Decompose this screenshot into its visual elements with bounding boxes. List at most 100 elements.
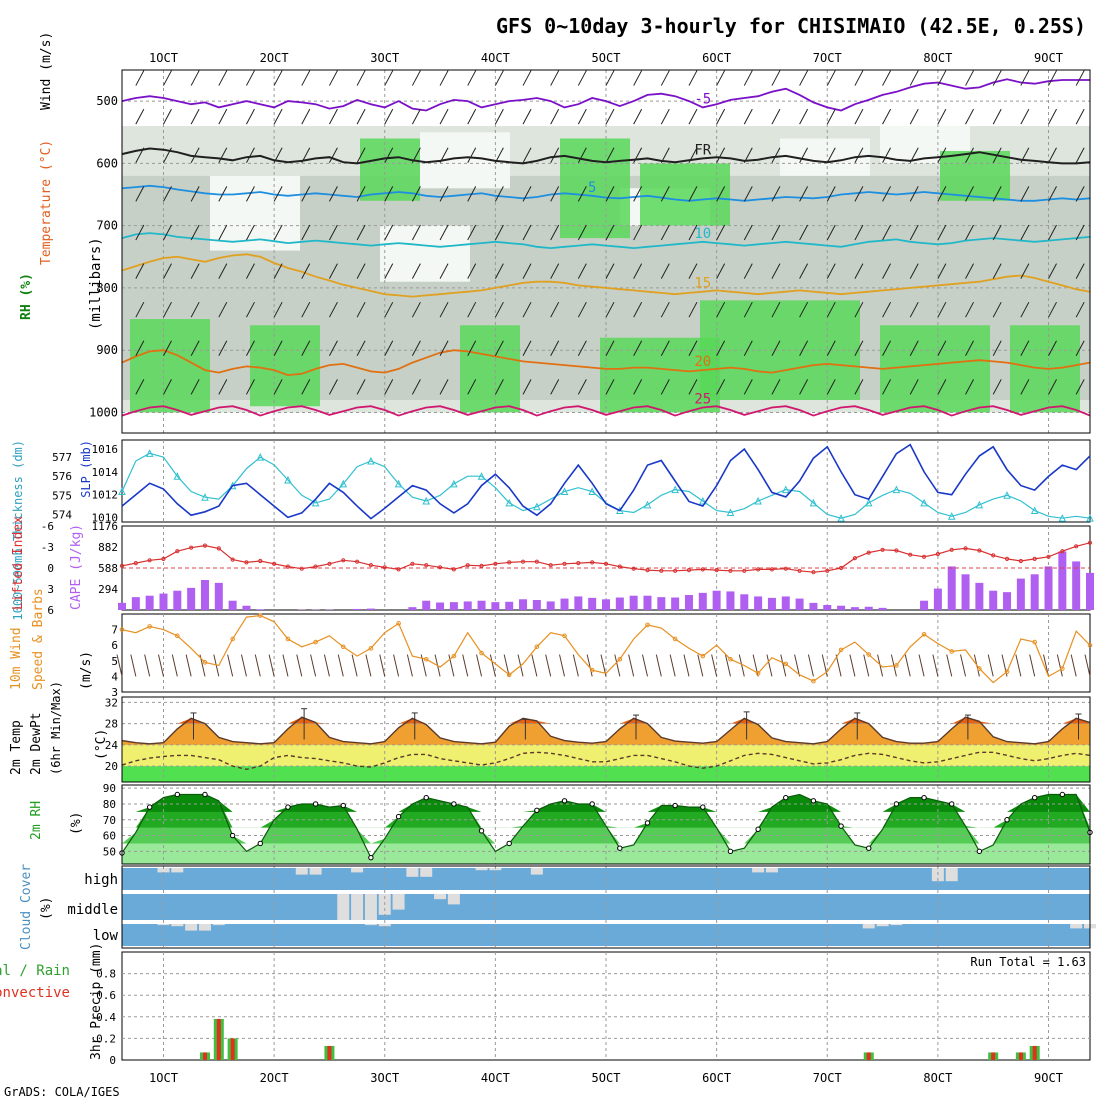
li-marker <box>258 558 263 564</box>
date-label-top: 8OCT <box>923 51 952 65</box>
wind-barb <box>854 301 864 318</box>
wind-barb <box>301 108 311 125</box>
wind-barb <box>522 224 532 241</box>
wind-marker <box>1060 666 1065 671</box>
li-marker <box>756 567 761 572</box>
thickness-marker <box>588 487 596 495</box>
rh-marker <box>1031 794 1038 801</box>
li-marker <box>1060 549 1065 554</box>
wind-barb <box>577 263 587 279</box>
wind-barb <box>163 340 172 357</box>
isotherm-label: 25 <box>694 391 711 407</box>
wind-barb <box>743 147 753 164</box>
wind-barb <box>218 379 228 395</box>
rh-marker <box>921 794 927 801</box>
temp-tick-label: 28 <box>105 718 118 731</box>
li-marker <box>1032 556 1037 562</box>
cape-bar <box>463 601 472 610</box>
li-marker <box>493 561 498 566</box>
surface-wind-barb <box>448 654 455 677</box>
surface-wind-barb <box>157 654 164 677</box>
precip-tick-label: 0 <box>109 1054 116 1067</box>
li-tick-label: 3 <box>47 583 54 596</box>
cloud-gap <box>447 894 460 905</box>
slp-tick-label: 1016 <box>92 443 119 456</box>
li-marker <box>272 561 277 566</box>
run-total-label: Run Total = 1.63 <box>970 955 1086 969</box>
temp-tick-label: 32 <box>105 696 118 709</box>
wind-barb <box>1075 263 1085 279</box>
cape-bar <box>118 602 126 610</box>
wind-barb <box>1075 379 1085 395</box>
wind-barb <box>163 379 172 395</box>
wind-barb <box>771 379 781 395</box>
rh-line <box>121 793 1091 859</box>
thickness-marker <box>892 485 901 494</box>
cloud-gap <box>157 868 170 873</box>
surface-wind-barb <box>614 654 621 677</box>
date-label-bottom: 2OCT <box>260 1071 289 1085</box>
wind-barb <box>328 224 338 241</box>
wind-barb <box>633 340 643 357</box>
wind-barb <box>356 70 366 86</box>
li-marker <box>313 564 318 569</box>
precip-convective-bar <box>866 1052 871 1060</box>
wind-marker <box>202 660 208 665</box>
surface-wind-barb <box>863 654 870 677</box>
wind-barb <box>716 147 726 164</box>
isotherm-line <box>121 253 1091 298</box>
temp-band-very-hot <box>122 717 1090 724</box>
cloud-frame <box>121 865 1091 949</box>
wind-barb <box>1020 108 1030 125</box>
wind-barb <box>605 70 615 86</box>
thickness-marker <box>920 498 928 507</box>
wind-barb <box>743 340 753 357</box>
wind-barb <box>937 263 947 279</box>
wind-barb <box>384 108 394 125</box>
wind-barb <box>937 186 947 202</box>
wind-barb <box>190 301 200 318</box>
li-marker <box>908 552 913 557</box>
li-marker <box>410 561 415 566</box>
rh-marker <box>672 802 678 809</box>
surface-wind-barb <box>669 654 676 677</box>
cape-bar <box>242 605 251 610</box>
wind-barb <box>301 301 311 318</box>
wind-barb <box>1020 147 1030 164</box>
surface-wind-barb <box>240 654 247 677</box>
date-label-bottom: 4OCT <box>481 1071 510 1085</box>
wind-barb <box>633 379 643 395</box>
cloud-gap <box>185 924 198 931</box>
surface-wind-barb <box>987 654 994 677</box>
li-marker <box>285 564 291 569</box>
wind-barb <box>909 224 919 241</box>
wind-barb <box>163 186 172 202</box>
li-marker <box>1074 544 1079 549</box>
wind-marker <box>368 646 374 651</box>
pressure-tick-label: 800 <box>96 281 118 295</box>
li-marker <box>617 564 622 569</box>
wind-barb <box>467 108 477 125</box>
wind-barb <box>1020 340 1030 357</box>
wind-tick-label: 3 <box>111 686 118 699</box>
wind-barb <box>163 224 172 241</box>
slp-line <box>121 443 1091 520</box>
wind-barb <box>439 147 449 164</box>
wind-barb <box>384 340 394 357</box>
wind-barb <box>218 263 228 279</box>
precip-legend-total: Total / Rain <box>0 963 70 979</box>
wind-barb <box>135 147 145 164</box>
li-marker <box>161 556 166 562</box>
thickness-marker <box>975 500 984 509</box>
wind-barb <box>439 379 449 395</box>
cloud-cover-label: Cloud Cover <box>19 864 34 950</box>
cape-bar <box>200 580 209 610</box>
wind-barb <box>301 186 311 202</box>
cape-bar <box>615 597 624 610</box>
wind-barb <box>439 340 449 357</box>
li-marker <box>991 553 996 558</box>
li-marker <box>230 557 235 562</box>
rh-marker <box>783 794 789 801</box>
rh-marker <box>340 802 346 809</box>
thickness-tick-label: 576 <box>52 470 72 483</box>
